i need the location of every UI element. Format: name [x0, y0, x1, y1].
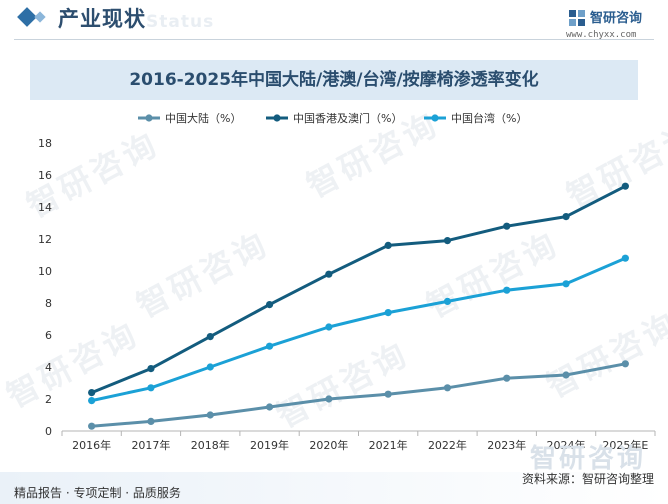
data-source: 资料来源：智研咨询整理 [521, 472, 654, 486]
footer-band [0, 472, 668, 504]
data-point [325, 395, 333, 403]
y-tick-label: 2 [45, 393, 52, 406]
series-line-3 [90, 256, 627, 403]
data-point [384, 309, 392, 317]
data-point [147, 365, 155, 373]
y-tick-label: 14 [38, 201, 52, 214]
data-point [147, 384, 155, 392]
y-tick-label: 16 [38, 169, 52, 182]
data-point [621, 360, 629, 368]
x-tick-label: 2020年 [309, 438, 348, 452]
legend-label: 中国台湾（%） [451, 111, 527, 125]
data-point [206, 333, 214, 341]
y-tick-label: 18 [38, 137, 52, 150]
data-point [562, 280, 570, 288]
y-tick-label: 8 [45, 297, 52, 310]
data-point [206, 363, 214, 371]
data-point [325, 270, 333, 278]
header-ghost-text: Status [146, 12, 215, 32]
data-point [562, 371, 570, 379]
legend-swatch-marker [145, 114, 153, 122]
legend-label: 中国大陆（%） [165, 111, 241, 125]
page-header: Status 产业现状 智研咨询 www.chyxx.com [0, 0, 668, 46]
brand-url: www.chyxx.com [566, 30, 637, 40]
data-point [443, 384, 452, 392]
data-point [265, 403, 274, 411]
data-point [384, 241, 392, 249]
data-point [206, 411, 214, 419]
data-point [621, 182, 629, 190]
data-point [562, 213, 570, 221]
header-divider [14, 39, 654, 40]
y-tick-label: 4 [45, 361, 52, 374]
data-point [88, 422, 96, 430]
x-tick-label: 2016年 [72, 438, 111, 452]
y-tick-label: 12 [38, 233, 52, 246]
data-point [503, 374, 511, 382]
x-tick-label: 2021年 [369, 438, 408, 452]
data-point [443, 237, 452, 245]
x-tick-label: 2024年 [547, 438, 586, 452]
brand-name: 智研咨询 [590, 11, 643, 26]
series-line-2 [90, 184, 627, 395]
data-point [503, 222, 511, 230]
y-tick-label: 10 [38, 265, 52, 278]
x-tick-label: 2018年 [191, 438, 230, 452]
legend-label: 中国香港及澳门（%） [293, 111, 402, 125]
y-tick-label: 6 [45, 329, 52, 342]
data-point [325, 323, 333, 331]
data-point [443, 297, 452, 305]
data-point [503, 286, 511, 294]
x-tick-label: 2019年 [250, 438, 289, 452]
data-point [384, 390, 392, 398]
legend-swatch-marker [273, 114, 281, 122]
brand-logo-icon [569, 10, 585, 26]
data-point [88, 397, 96, 405]
x-tick-label: 2023年 [487, 438, 526, 452]
data-point [265, 301, 274, 309]
data-point [621, 254, 629, 262]
data-point [147, 417, 155, 425]
footer-tagline: 精品报告 · 专项定制 · 品质服务 [14, 486, 181, 500]
x-tick-label: 2025年E [602, 438, 648, 452]
data-point [88, 389, 96, 397]
section-title: 产业现状 [58, 7, 146, 31]
data-point [265, 342, 274, 350]
x-tick-label: 2017年 [131, 438, 170, 452]
chart-title-band [30, 60, 638, 100]
y-tick-label: 0 [45, 425, 52, 438]
series-line-1 [90, 362, 627, 428]
x-tick-label: 2022年 [428, 438, 467, 452]
footer-ghost-text: 智研咨询 [529, 444, 646, 474]
legend-swatch-marker [431, 114, 439, 122]
chart-title: 2016-2025年中国大陆/港澳/台湾/按摩椅渗透率变化 [129, 70, 539, 90]
